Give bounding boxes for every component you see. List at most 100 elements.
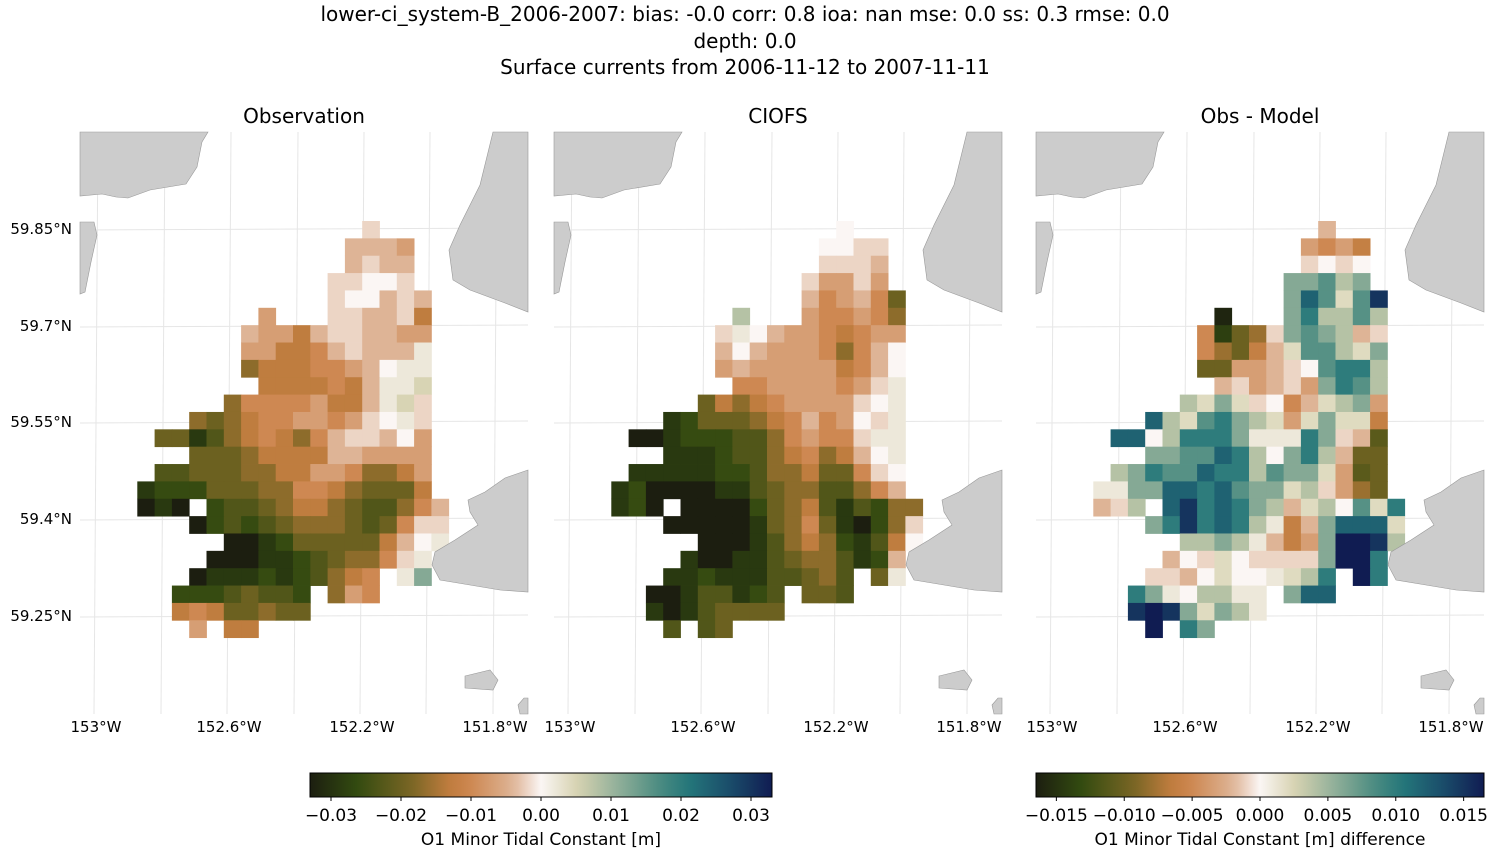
grid-cell xyxy=(1266,568,1284,586)
grid-cell xyxy=(1318,377,1336,395)
grid-cell xyxy=(241,516,259,534)
grid-cell xyxy=(1162,446,1181,465)
grid-cell xyxy=(870,533,889,552)
y-tick-label: 59.85°N xyxy=(10,220,72,238)
grid-cell xyxy=(379,290,398,309)
grid-cell xyxy=(836,290,854,309)
grid-cell xyxy=(1300,255,1319,274)
grid-cell xyxy=(258,481,277,500)
grid-cell xyxy=(379,481,398,500)
x-tick-label: 152.2°W xyxy=(1285,718,1350,736)
grid-cell xyxy=(663,464,681,482)
grid-cell xyxy=(715,602,733,621)
grid-cell xyxy=(1335,429,1354,448)
colorbar-tick-label: 0.005 xyxy=(1304,806,1353,826)
grid-cell xyxy=(680,429,699,448)
grid-cell xyxy=(818,273,837,291)
grid-cell xyxy=(1197,516,1215,534)
x-tick-label: 152.6°W xyxy=(196,718,261,736)
grid-cell xyxy=(1127,464,1146,482)
grid-cell xyxy=(293,498,311,517)
grid-cell xyxy=(801,498,820,517)
grid-cell xyxy=(888,550,906,569)
grid-cell xyxy=(293,411,311,430)
grid-cell xyxy=(1249,602,1267,621)
grid-cell xyxy=(853,325,872,343)
grid-cell xyxy=(362,516,380,534)
longitude-gridline xyxy=(1116,131,1122,715)
grid-cell xyxy=(310,464,328,482)
grid-cell xyxy=(189,585,207,604)
grid-cell xyxy=(801,516,820,534)
grid-cell xyxy=(680,602,699,621)
grid-cell xyxy=(1249,325,1267,343)
grid-cell xyxy=(1231,411,1250,430)
grid-cell xyxy=(1352,238,1371,257)
grid-cell xyxy=(1283,498,1302,517)
grid-cell xyxy=(362,411,380,430)
grid-cell xyxy=(818,377,837,395)
grid-cell xyxy=(1318,342,1336,361)
grid-cell xyxy=(1145,446,1163,465)
grid-cell xyxy=(645,498,664,517)
grid-cell xyxy=(293,446,311,465)
grid-cell xyxy=(853,550,872,569)
grid-cell xyxy=(414,359,432,378)
grid-cell xyxy=(1214,602,1233,621)
grid-cell xyxy=(171,429,190,448)
grid-cell xyxy=(853,394,872,413)
grid-cell xyxy=(715,446,733,465)
grid-cell xyxy=(697,411,716,430)
grid-cell xyxy=(223,620,242,639)
grid-cell xyxy=(189,620,207,639)
grid-cell xyxy=(1266,411,1284,430)
grid-cell xyxy=(749,377,768,395)
panel-title-observation: Observation xyxy=(243,104,365,128)
grid-cell xyxy=(258,307,277,326)
grid-cell xyxy=(870,516,889,534)
grid-cell xyxy=(396,342,415,361)
grid-cell xyxy=(732,516,751,534)
grid-cell xyxy=(1231,377,1250,395)
grid-cell xyxy=(1197,533,1215,552)
grid-cell xyxy=(344,550,363,569)
grid-cell xyxy=(293,394,311,413)
grid-cell xyxy=(327,498,346,517)
grid-cell xyxy=(645,464,664,482)
grid-cell xyxy=(1318,394,1336,413)
grid-cell xyxy=(697,498,716,517)
grid-cell xyxy=(801,325,820,343)
grid-cell xyxy=(310,481,328,500)
grid-cell xyxy=(241,533,259,552)
grid-cell xyxy=(1283,273,1302,291)
grid-cell xyxy=(379,533,398,552)
grid-cell xyxy=(1283,550,1302,569)
grid-cell xyxy=(310,516,328,534)
grid-cell xyxy=(1300,290,1319,309)
grid-cell xyxy=(1352,290,1371,309)
grid-cell xyxy=(870,550,889,569)
grid-cell xyxy=(1335,325,1354,343)
grid-cell xyxy=(275,585,294,604)
grid-cell xyxy=(344,516,363,534)
grid-cell xyxy=(663,568,681,586)
grid-cell xyxy=(836,359,854,378)
grid-cell xyxy=(379,411,398,430)
grid-cell xyxy=(1352,568,1371,586)
x-tick-label: 151.8°W xyxy=(462,718,527,736)
grid-cell xyxy=(1197,342,1215,361)
grid-cell xyxy=(870,359,889,378)
grid-cell xyxy=(1300,411,1319,430)
grid-cell xyxy=(241,550,259,569)
x-tick-label: 151.8°W xyxy=(936,718,1001,736)
grid-cell xyxy=(715,464,733,482)
longitude-gridline xyxy=(160,131,166,715)
grid-cell xyxy=(1197,359,1215,378)
grid-cell xyxy=(818,550,837,569)
grid-cell xyxy=(1127,585,1146,604)
grid-cell xyxy=(1283,446,1302,465)
grid-cell xyxy=(362,221,380,239)
grid-cell xyxy=(344,377,363,395)
grid-cell xyxy=(344,359,363,378)
grid-cell xyxy=(1318,446,1336,465)
